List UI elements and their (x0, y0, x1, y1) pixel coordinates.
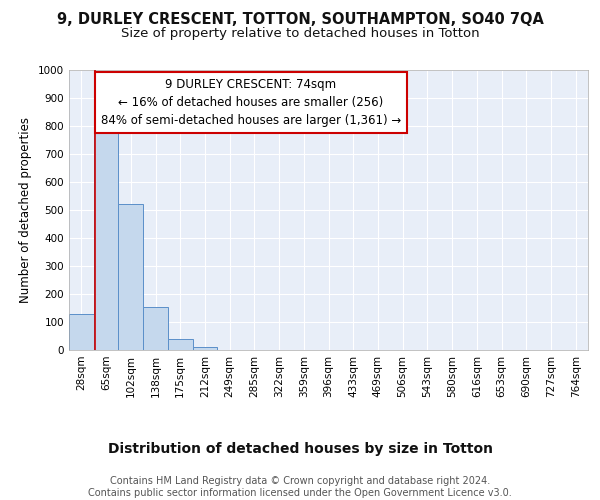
Bar (69, 314, 94, 350)
Text: Distribution of detached houses by size in Totton: Distribution of detached houses by size … (107, 442, 493, 456)
Bar (168, 339, 193, 350)
Text: 9 DURLEY CRESCENT: 74sqm
← 16% of detached houses are smaller (256)
84% of semi-: 9 DURLEY CRESCENT: 74sqm ← 16% of detach… (101, 78, 401, 128)
Bar (118, 204, 143, 350)
Y-axis label: Number of detached properties: Number of detached properties (19, 117, 32, 303)
Bar (143, 306, 168, 350)
Text: 9, DURLEY CRESCENT, TOTTON, SOUTHAMPTON, SO40 7QA: 9, DURLEY CRESCENT, TOTTON, SOUTHAMPTON,… (56, 12, 544, 28)
Text: Size of property relative to detached houses in Totton: Size of property relative to detached ho… (121, 28, 479, 40)
Bar (193, 346, 217, 350)
Text: Contains HM Land Registry data © Crown copyright and database right 2024.
Contai: Contains HM Land Registry data © Crown c… (88, 476, 512, 498)
Bar (94, 133, 118, 350)
